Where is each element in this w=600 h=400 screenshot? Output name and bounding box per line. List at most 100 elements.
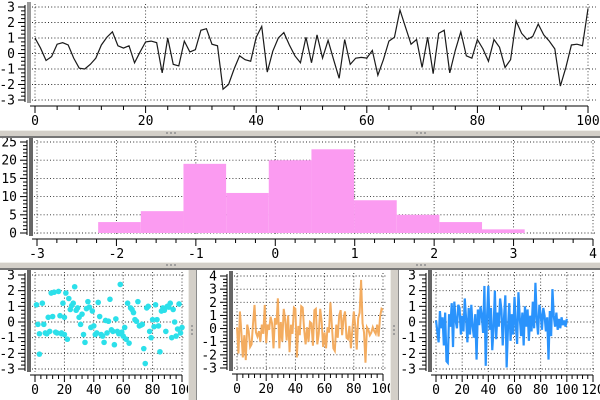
svg-text:20: 20 bbox=[454, 383, 470, 398]
svg-text:3: 3 bbox=[7, 270, 15, 284]
grid bbox=[32, 4, 596, 103]
svg-text:1: 1 bbox=[7, 300, 15, 315]
pane-frame-bar bbox=[428, 270, 432, 372]
tick-labels: 0 5 10 15 20 25 -3 -2 -1 0 1 2 3 4 bbox=[1, 138, 597, 262]
axes bbox=[18, 5, 589, 113]
svg-text:4: 4 bbox=[209, 270, 217, 285]
line-series bbox=[236, 279, 384, 363]
svg-text:-1: -1 bbox=[188, 247, 204, 262]
svg-text:25: 25 bbox=[1, 138, 17, 151]
svg-text:80: 80 bbox=[470, 114, 486, 129]
histogram-chart-canvas[interactable]: 0 5 10 15 20 25 -3 -2 -1 0 1 2 3 4 bbox=[0, 138, 600, 262]
svg-text:2: 2 bbox=[7, 284, 15, 299]
svg-text:20: 20 bbox=[57, 383, 73, 398]
svg-text:20: 20 bbox=[1, 154, 17, 169]
svg-text:1: 1 bbox=[351, 247, 359, 262]
svg-text:40: 40 bbox=[288, 382, 304, 397]
svg-text:1: 1 bbox=[209, 309, 217, 324]
pane-frame-bar bbox=[29, 138, 33, 236]
svg-text:120: 120 bbox=[581, 383, 600, 398]
axes bbox=[20, 140, 594, 246]
svg-text:-2: -2 bbox=[0, 347, 15, 362]
svg-text:-2: -2 bbox=[201, 348, 217, 363]
svg-text:0: 0 bbox=[209, 322, 217, 337]
splitter-handle-dots bbox=[416, 132, 426, 134]
svg-text:3: 3 bbox=[209, 283, 217, 298]
line-series bbox=[434, 282, 568, 368]
svg-text:40: 40 bbox=[86, 383, 102, 398]
axes bbox=[419, 273, 594, 382]
svg-text:2: 2 bbox=[209, 296, 217, 311]
svg-text:80: 80 bbox=[346, 382, 362, 397]
horizontal-splitter-1[interactable] bbox=[0, 130, 600, 138]
svg-text:2: 2 bbox=[408, 284, 416, 299]
svg-text:40: 40 bbox=[481, 383, 497, 398]
pane-frame-bar bbox=[27, 270, 31, 372]
splitter-handle-dots bbox=[166, 132, 176, 134]
svg-text:3: 3 bbox=[510, 247, 518, 262]
svg-text:-1: -1 bbox=[0, 63, 15, 78]
svg-text:-3: -3 bbox=[29, 247, 45, 262]
histogram-pane: 0 5 10 15 20 25 -3 -2 -1 0 1 2 3 4 bbox=[0, 138, 600, 262]
svg-text:100: 100 bbox=[555, 383, 578, 398]
svg-text:100: 100 bbox=[576, 114, 599, 129]
top-line-plot-pane: 3 2 1 0 -1 -2 -3 0 20 40 60 80 100 bbox=[0, 0, 600, 130]
svg-text:-3: -3 bbox=[0, 94, 15, 109]
svg-text:80: 80 bbox=[145, 383, 161, 398]
pane-frame-bar bbox=[229, 271, 233, 371]
splitter-handle-dots bbox=[166, 264, 176, 266]
svg-text:10: 10 bbox=[1, 190, 17, 205]
horizontal-splitter-2[interactable] bbox=[0, 262, 600, 270]
svg-text:-3: -3 bbox=[400, 363, 416, 378]
svg-text:0: 0 bbox=[432, 383, 440, 398]
svg-text:100: 100 bbox=[371, 382, 390, 397]
svg-text:60: 60 bbox=[507, 383, 523, 398]
line-series bbox=[34, 7, 589, 91]
svg-text:-3: -3 bbox=[201, 362, 217, 377]
svg-text:15: 15 bbox=[1, 172, 17, 187]
svg-text:20: 20 bbox=[258, 382, 274, 397]
svg-text:4: 4 bbox=[589, 247, 597, 262]
svg-text:3: 3 bbox=[408, 270, 416, 284]
vertical-splitter-1[interactable] bbox=[188, 270, 197, 400]
svg-text:0: 0 bbox=[31, 383, 39, 398]
svg-text:0: 0 bbox=[271, 247, 279, 262]
splitter-handle-dots bbox=[191, 325, 193, 335]
svg-text:20: 20 bbox=[138, 114, 154, 129]
histogram-bars bbox=[98, 149, 525, 233]
axes bbox=[18, 273, 183, 382]
svg-text:0: 0 bbox=[7, 47, 15, 62]
svg-text:60: 60 bbox=[115, 383, 131, 398]
svg-text:0: 0 bbox=[9, 227, 17, 242]
grid bbox=[433, 272, 596, 372]
svg-text:3: 3 bbox=[7, 1, 15, 16]
svg-text:0: 0 bbox=[233, 382, 241, 397]
axes bbox=[220, 274, 384, 381]
vertical-splitter-2[interactable] bbox=[390, 270, 399, 400]
svg-text:40: 40 bbox=[248, 114, 264, 129]
svg-text:-1: -1 bbox=[0, 331, 15, 346]
svg-text:0: 0 bbox=[31, 114, 39, 129]
splitter-handle-dots bbox=[393, 325, 395, 335]
scatter-points bbox=[33, 281, 185, 367]
svg-text:60: 60 bbox=[359, 114, 375, 129]
svg-text:80: 80 bbox=[533, 383, 549, 398]
svg-text:-1: -1 bbox=[201, 335, 217, 350]
svg-text:2: 2 bbox=[430, 247, 438, 262]
svg-text:0: 0 bbox=[7, 316, 15, 331]
svg-text:-1: -1 bbox=[400, 331, 416, 346]
grid bbox=[32, 272, 184, 372]
svg-text:60: 60 bbox=[317, 382, 333, 397]
svg-text:0: 0 bbox=[408, 316, 416, 331]
